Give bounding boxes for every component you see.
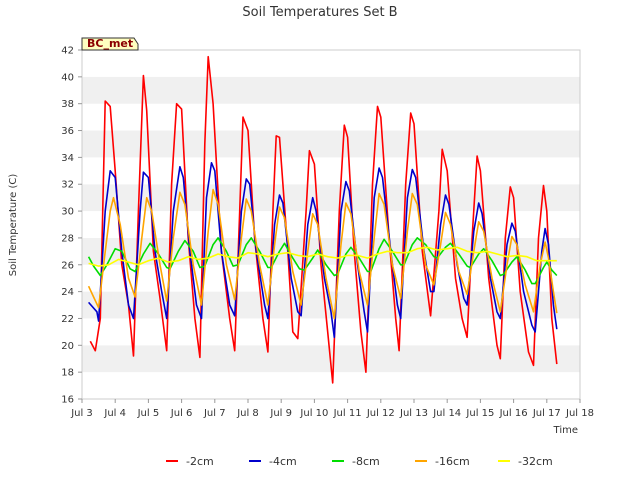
x-tick-label: Jul 12 <box>366 408 395 419</box>
series-lines <box>87 55 558 384</box>
legend-label: -4cm <box>269 455 297 468</box>
y-tick-label: 20 <box>61 341 74 352</box>
y-tick-label: 24 <box>61 287 74 298</box>
x-tick-label: Jul 6 <box>170 408 193 419</box>
y-tick-label: 18 <box>61 368 74 379</box>
legend-label: -16cm <box>435 455 470 468</box>
y-tick-label: 32 <box>61 180 74 191</box>
y-tick-label: 28 <box>61 233 74 244</box>
x-tick-label: Jul 7 <box>203 408 226 419</box>
x-tick-label: Jul 16 <box>499 408 528 419</box>
y-axis-ticks: 16 18 20 22 24 26 28 30 32 34 36 38 40 42 <box>61 46 82 406</box>
chart-title: Soil Temperatures Set B <box>242 5 397 20</box>
y-tick-label: 42 <box>61 46 74 57</box>
badge-shape <box>81 37 139 51</box>
y-tick-label: 22 <box>61 314 74 325</box>
grid-band <box>82 318 580 346</box>
x-axis-label: Time <box>553 425 578 436</box>
x-axis-ticks: Jul 3 Jul 4 Jul 5 Jul 6 Jul 7 Jul 8 Jul 9 Jul 1… <box>70 399 594 419</box>
series-line-4cmcm <box>88 162 558 339</box>
x-tick-label: Jul 9 <box>269 408 292 419</box>
x-tick-label: Jul 8 <box>236 408 259 419</box>
x-tick-label: Jul 3 <box>70 408 93 419</box>
badge-label: BC_met <box>87 37 133 50</box>
y-tick-label: 16 <box>61 395 74 406</box>
plot-frame <box>81 49 581 400</box>
x-tick-label: Jul 4 <box>103 408 126 419</box>
plot-background-bands <box>82 50 580 399</box>
grid-band <box>82 50 580 77</box>
x-tick-label: Jul 18 <box>565 408 594 419</box>
y-tick-label: 36 <box>61 126 74 137</box>
y-tick-label: 38 <box>61 99 74 110</box>
grid-band <box>82 157 580 185</box>
grid-band <box>82 130 580 158</box>
series-line-16cmcm <box>87 188 558 320</box>
x-tick-label: Jul 5 <box>137 408 160 419</box>
x-tick-label: Jul 15 <box>465 408 494 419</box>
y-tick-label: 34 <box>61 153 74 164</box>
series-line-32cmcm <box>88 246 557 267</box>
y-tick-label: 40 <box>61 72 74 83</box>
station-badge: BC_met <box>81 37 139 51</box>
grid-band <box>82 184 580 212</box>
series-line-2cmcm <box>89 55 558 384</box>
x-tick-label: Jul 11 <box>333 408 362 419</box>
grid-band <box>82 103 580 131</box>
y-tick-label: 26 <box>61 260 74 271</box>
legend: -2cm -4cm -8cm -16cm -32cm <box>166 455 553 468</box>
x-tick-label: Jul 13 <box>399 408 428 419</box>
legend-label: -8cm <box>352 455 380 468</box>
y-tick-label: 30 <box>61 207 74 218</box>
legend-label: -2cm <box>186 455 214 468</box>
y-axis-label: Soil Temperature (C) <box>8 174 19 277</box>
x-tick-label: Jul 10 <box>299 408 328 419</box>
x-tick-label: Jul 17 <box>532 408 561 419</box>
grid-band <box>82 211 580 238</box>
grid-band <box>82 76 580 104</box>
x-tick-label: Jul 14 <box>432 408 461 419</box>
legend-label: -32cm <box>518 455 553 468</box>
grid-band <box>82 372 580 399</box>
